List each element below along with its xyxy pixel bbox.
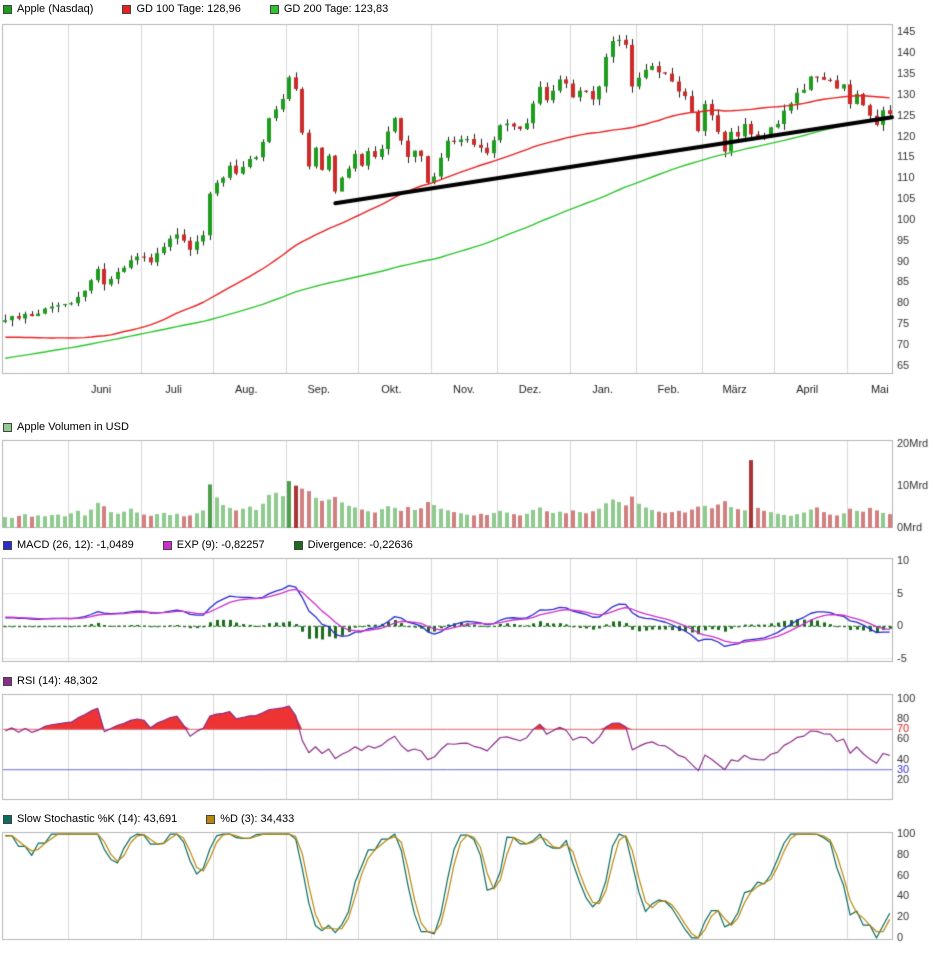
volume-chart-canvas [0, 436, 940, 536]
rsi-legend: RSI (14): 48,302 [0, 672, 940, 690]
price-chart-canvas [0, 18, 940, 418]
volume-legend: Apple Volumen in USD [0, 418, 940, 436]
legend-item-gd100: GD 100 Tage: 128,96 [119, 3, 241, 15]
stoch-d-series-label: %D (3): 34,433 [220, 813, 295, 825]
stochastic-legend: Slow Stochastic %K (14): 43,691 %D (3): … [0, 810, 940, 828]
macd-chart-canvas [0, 554, 940, 672]
legend-item-stoch-d: %D (3): 34,433 [203, 813, 294, 825]
exp-series-label: EXP (9): -0,82257 [176, 539, 265, 551]
rsi-series-label: RSI (14): 48,302 [17, 675, 98, 687]
macd-series-label: MACD (26, 12): -1,0489 [17, 539, 134, 551]
stochastic-chart-canvas [0, 828, 940, 958]
apple-series-label: Apple (Nasdaq) [17, 3, 94, 15]
stoch-d-series-marker-icon [206, 814, 216, 824]
stoch-k-series-label: Slow Stochastic %K (14): 43,691 [17, 813, 178, 825]
volume-series-marker-icon [3, 422, 12, 432]
gd200-series-marker-icon [269, 4, 279, 14]
macd-series-marker-icon [3, 540, 12, 550]
stoch-k-series-marker-icon [3, 814, 12, 824]
legend-item-macd: MACD (26, 12): -1,0489 [0, 539, 134, 551]
rsi-series-marker-icon [3, 676, 12, 686]
price-legend: Apple (Nasdaq) GD 100 Tage: 128,96 GD 20… [0, 0, 940, 18]
gd100-series-label: GD 100 Tage: 128,96 [136, 3, 241, 15]
rsi-panel: RSI (14): 48,302 [0, 672, 940, 810]
rsi-chart-canvas [0, 690, 940, 810]
legend-item-gd200: GD 200 Tage: 123,83 [267, 3, 388, 15]
volume-series-label: Apple Volumen in USD [17, 421, 129, 433]
legend-item-apple: Apple (Nasdaq) [0, 3, 93, 15]
macd-panel: MACD (26, 12): -1,0489 EXP (9): -0,82257… [0, 536, 940, 672]
apple-series-marker-icon [3, 4, 12, 14]
legend-item-exp: EXP (9): -0,82257 [160, 539, 265, 551]
legend-item-stoch-k: Slow Stochastic %K (14): 43,691 [0, 813, 177, 825]
price-panel: Apple (Nasdaq) GD 100 Tage: 128,96 GD 20… [0, 0, 940, 418]
gd100-series-marker-icon [122, 4, 132, 14]
macd-legend: MACD (26, 12): -1,0489 EXP (9): -0,82257… [0, 536, 940, 554]
exp-series-marker-icon [162, 540, 172, 550]
gd200-series-label: GD 200 Tage: 123,83 [283, 3, 389, 15]
divergence-series-label: Divergence: -0,22636 [307, 539, 413, 551]
legend-item-divergence: Divergence: -0,22636 [291, 539, 413, 551]
divergence-series-marker-icon [293, 540, 303, 550]
stochastic-panel: Slow Stochastic %K (14): 43,691 %D (3): … [0, 810, 940, 958]
volume-panel: Apple Volumen in USD [0, 418, 940, 536]
legend-item-rsi: RSI (14): 48,302 [0, 675, 98, 687]
legend-item-volume: Apple Volumen in USD [0, 421, 129, 433]
